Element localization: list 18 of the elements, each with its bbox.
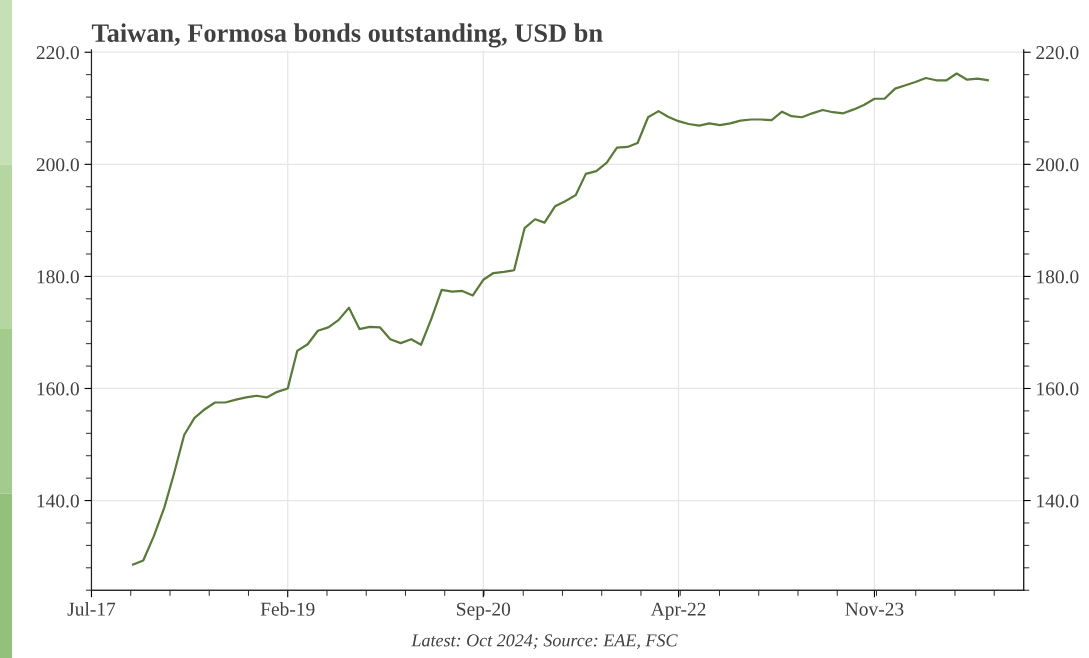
y-tick-label: 180.0 [37, 270, 79, 284]
y2-tick-label: 220.0 [1036, 46, 1079, 60]
x-tick-label: Nov-23 [845, 602, 904, 616]
y-tick-label: 140.0 [37, 494, 79, 508]
line-series [131, 72, 989, 566]
text: Latest: Oct 2024; Source: EAE, FSC [411, 634, 678, 650]
y2-tick-label: 140.0 [1037, 494, 1079, 508]
y2-tick-label: 200.0 [1036, 158, 1079, 172]
x-tick-label: Jul-17 [67, 602, 116, 616]
y2-tick-label: 160.0 [1037, 382, 1079, 396]
y-tick-label: 160.0 [37, 382, 79, 396]
x-tick-label: Sep-20 [457, 602, 511, 620]
chart-title: Taiwan, Formosa bonds outstanding, USD bn [91, 23, 603, 48]
y-tick-label: 220.0 [36, 46, 79, 60]
x-tick-label: Apr-22 [650, 602, 706, 620]
x-tick-label: Feb-19 [260, 602, 315, 616]
y-tick-label: 200.0 [36, 158, 79, 172]
y2-tick-label: 180.0 [1037, 270, 1079, 284]
